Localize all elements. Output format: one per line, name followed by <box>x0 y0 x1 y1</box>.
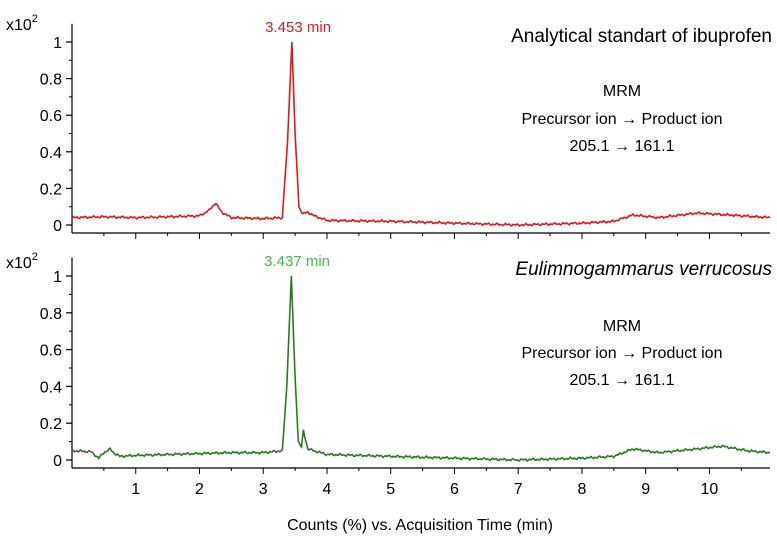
peak-label: 3.453 min <box>265 19 331 36</box>
x-tick-label: 5 <box>386 481 395 498</box>
x-tick-label: 3 <box>259 481 268 498</box>
series-line <box>71 41 771 227</box>
x-tick-label: 9 <box>641 481 650 498</box>
y-tick-label: 1 <box>53 269 62 286</box>
x-tick-label: 8 <box>578 481 587 498</box>
panel-title: Analytical standart of ibuprofen <box>511 26 772 47</box>
y-tick-label: 0.6 <box>40 343 62 360</box>
y-ticks: 0 0.2 0.4 0.6 0.8 1 <box>40 35 72 235</box>
y-tick-label: 0.2 <box>40 181 62 198</box>
annotation-transition-label: Precursor ion → Product ion <box>522 345 723 362</box>
y-tick-label: 0.4 <box>40 379 62 396</box>
y-ticks: 0 0.2 0.4 0.6 0.8 1 <box>40 269 72 470</box>
y-tick-label: 0.2 <box>40 416 62 433</box>
x-tick-label: 2 <box>195 481 204 498</box>
annotation-transition-value: 205.1 → 161.1 <box>570 372 675 389</box>
x-axis-label: Counts (%) vs. Acquisition Time (min) <box>287 517 553 534</box>
y-tick-label: 0.8 <box>40 72 62 89</box>
x-tick-label: 1 <box>131 481 140 498</box>
y-tick-label: 0.6 <box>40 108 62 125</box>
y-multiplier: x102 <box>6 13 38 34</box>
panel-title: Eulimnogammarus verrucosus <box>515 259 772 280</box>
x-ticks <box>103 233 742 239</box>
x-ticks: 1 2 3 4 5 6 7 8 9 10 <box>103 468 742 498</box>
y-tick-label: 0.8 <box>40 306 62 323</box>
annotation-transition-label: Precursor ion → Product ion <box>522 111 723 128</box>
x-tick-label: 7 <box>514 481 523 498</box>
peak-label: 3.437 min <box>264 253 330 270</box>
y-tick-label: 1 <box>53 35 62 52</box>
x-tick-label: 6 <box>450 481 459 498</box>
series-line <box>71 275 770 463</box>
y-multiplier: x102 <box>6 251 38 272</box>
panel-standard: 0 0.2 0.4 0.6 0.8 1 x102 3.453 min Analytical… <box>6 13 772 239</box>
y-tick-label: 0.4 <box>40 145 62 162</box>
annotation-mode: MRM <box>603 83 641 100</box>
x-tick-label: 10 <box>701 481 719 498</box>
panel-sample: 0 0.2 0.4 0.6 0.8 1 1 2 3 4 5 6 7 8 9 10 x102 3.437 mi… <box>6 251 772 534</box>
annotation-transition-value: 205.1 → 161.1 <box>570 138 675 155</box>
x-tick-label: 4 <box>323 481 332 498</box>
y-tick-label: 0 <box>53 218 62 235</box>
annotation-mode: MRM <box>603 318 641 335</box>
y-tick-label: 0 <box>53 453 62 470</box>
